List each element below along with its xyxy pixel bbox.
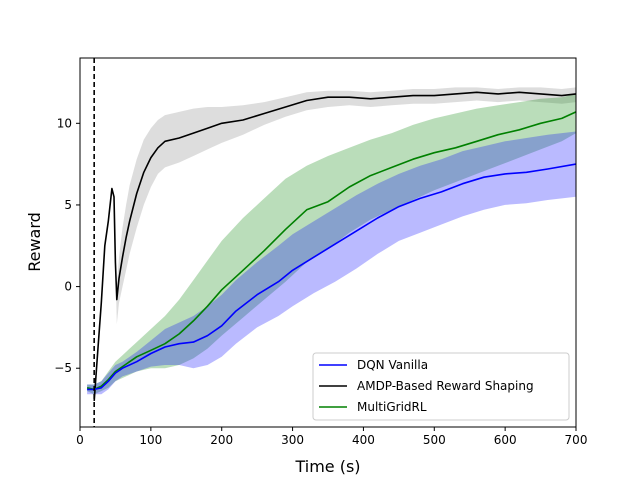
x-axis-ticks: 0 100 200 300 400 500 600 700 bbox=[76, 427, 587, 447]
x-axis-label: Time (s) bbox=[294, 457, 360, 476]
x-tick-label: 100 bbox=[139, 433, 162, 447]
y-axis-label: Reward bbox=[25, 212, 44, 272]
plot-frame bbox=[79, 57, 577, 428]
legend-label: DQN Vanilla bbox=[357, 358, 428, 372]
legend-box bbox=[312, 352, 570, 421]
y-tick-label: 0 bbox=[64, 280, 72, 294]
legend-label: MultiGridRL bbox=[357, 400, 427, 414]
y-axis-ticks: −5 0 5 10 bbox=[54, 116, 80, 375]
x-tick-label: 200 bbox=[210, 433, 233, 447]
y-tick-label: −5 bbox=[54, 361, 72, 375]
x-tick-label: 500 bbox=[423, 433, 446, 447]
y-tick-label: 10 bbox=[57, 116, 72, 130]
x-tick-label: 600 bbox=[494, 433, 517, 447]
confidence-bands bbox=[87, 87, 576, 401]
band-multigridrl bbox=[87, 93, 576, 395]
x-tick-label: 300 bbox=[281, 433, 304, 447]
legend-label: AMDP-Based Reward Shaping bbox=[357, 379, 534, 393]
x-tick-label: 400 bbox=[352, 433, 375, 447]
legend: DQN Vanilla AMDP-Based Reward Shaping Mult… bbox=[312, 352, 570, 421]
line-multigridrl bbox=[86, 111, 577, 391]
line-amdp-based-reward-shaping bbox=[93, 91, 577, 401]
y-tick-label: 5 bbox=[64, 198, 72, 212]
line-dqn-vanilla bbox=[87, 163, 577, 391]
band-dqn-vanilla bbox=[87, 131, 576, 395]
series-lines bbox=[86, 91, 577, 401]
x-tick-label: 700 bbox=[565, 433, 588, 447]
x-tick-label: 0 bbox=[76, 433, 84, 447]
